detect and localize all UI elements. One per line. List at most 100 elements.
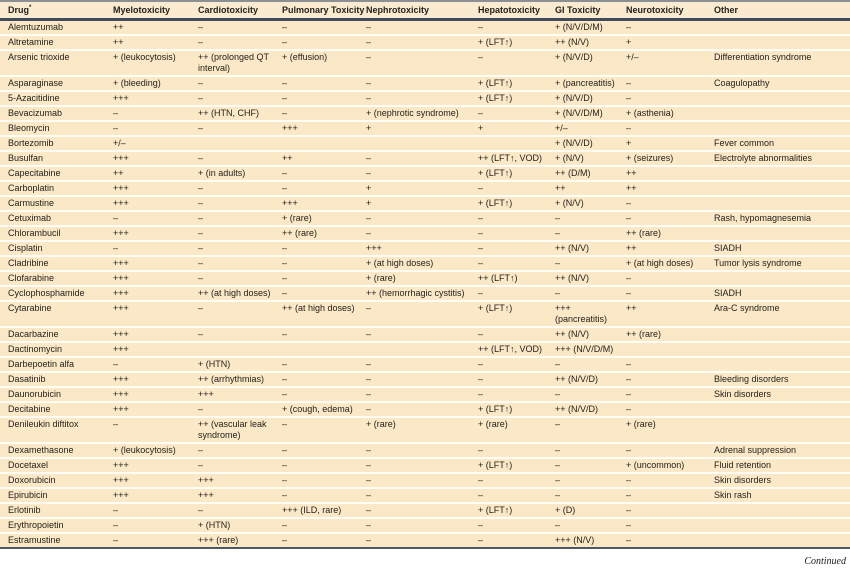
cell-hepatotoxicity: + (LFT↑) bbox=[478, 503, 555, 519]
cell-gi-toxicity: – bbox=[555, 417, 626, 444]
cell-hepatotoxicity: – bbox=[478, 357, 555, 373]
cell-neurotoxicity: – bbox=[626, 357, 714, 373]
cell-cardiotoxicity: – bbox=[198, 226, 282, 242]
cell-gi-toxicity: +/– bbox=[555, 121, 626, 137]
cell-other bbox=[714, 402, 850, 418]
cell-nephrotoxicity: – bbox=[366, 19, 478, 36]
cell-hepatotoxicity: ++ (LFT↑, VOD) bbox=[478, 151, 555, 167]
cell-myelotoxicity: +++ bbox=[113, 488, 198, 504]
cell-gi-toxicity: +++ (pancreatitis) bbox=[555, 301, 626, 328]
cell-gi-toxicity: – bbox=[555, 443, 626, 459]
cell-pulmonary-toxicity: – bbox=[282, 91, 366, 107]
cell-other: Fluid retention bbox=[714, 458, 850, 474]
cell-pulmonary-toxicity: +++ bbox=[282, 121, 366, 137]
cell-nephrotoxicity: – bbox=[366, 226, 478, 242]
cell-other bbox=[714, 417, 850, 444]
drug-footnote-marker: * bbox=[29, 5, 32, 11]
cell-hepatotoxicity: ++ (LFT↑, VOD) bbox=[478, 342, 555, 358]
cell-gi-toxicity: + (N/V/D) bbox=[555, 91, 626, 107]
cell-nephrotoxicity: – bbox=[366, 488, 478, 504]
cell-pulmonary-toxicity: – bbox=[282, 533, 366, 547]
cell-cardiotoxicity: +++ (rare) bbox=[198, 533, 282, 547]
cell-neurotoxicity: – bbox=[626, 76, 714, 92]
cell-gi-toxicity: + (N/V/D/M) bbox=[555, 106, 626, 122]
drug-name: Asparaginase bbox=[0, 76, 113, 92]
cell-myelotoxicity: + (bleeding) bbox=[113, 76, 198, 92]
table-row-dasatinib: Dasatinib +++ ++ (arrhythmias) – – – ++ (N/V/D… bbox=[0, 372, 850, 388]
cell-other bbox=[714, 226, 850, 242]
cell-gi-toxicity: – bbox=[555, 488, 626, 504]
table-row-doxorubicin: Doxorubicin +++ +++ – – – – – Skin disorders bbox=[0, 473, 850, 489]
cell-pulmonary-toxicity: – bbox=[282, 327, 366, 343]
cell-gi-toxicity: + (N/V) bbox=[555, 151, 626, 167]
cell-gi-toxicity: + (D) bbox=[555, 503, 626, 519]
cell-other: Coagulopathy bbox=[714, 76, 850, 92]
cell-nephrotoxicity: – bbox=[366, 473, 478, 489]
cell-myelotoxicity: + (leukocytosis) bbox=[113, 50, 198, 77]
cell-pulmonary-toxicity: – bbox=[282, 181, 366, 197]
cell-myelotoxicity: +++ bbox=[113, 151, 198, 167]
cell-nephrotoxicity: – bbox=[366, 166, 478, 182]
cell-neurotoxicity: – bbox=[626, 372, 714, 388]
cell-myelotoxicity: +++ bbox=[113, 181, 198, 197]
cell-neurotoxicity: ++ bbox=[626, 181, 714, 197]
cell-pulmonary-toxicity: – bbox=[282, 256, 366, 272]
cell-other bbox=[714, 327, 850, 343]
cell-hepatotoxicity: + (rare) bbox=[478, 417, 555, 444]
column-header-nephrotoxicity: Nephrotoxicity bbox=[366, 2, 478, 21]
cell-other bbox=[714, 518, 850, 534]
table-row-arsenic-trioxide: Arsenic trioxide + (leukocytosis) ++ (prol… bbox=[0, 50, 850, 77]
cell-cardiotoxicity: + (HTN) bbox=[198, 518, 282, 534]
cell-myelotoxicity: +++ bbox=[113, 387, 198, 403]
cell-cardiotoxicity: – bbox=[198, 241, 282, 257]
cell-cardiotoxicity: – bbox=[198, 503, 282, 519]
cell-pulmonary-toxicity: – bbox=[282, 241, 366, 257]
cell-gi-toxicity: + (pancreatitis) bbox=[555, 76, 626, 92]
cell-other bbox=[714, 19, 850, 36]
cell-nephrotoxicity: – bbox=[366, 518, 478, 534]
table-body: Alemtuzumab ++ – – – – + (N/V/D/M) – Altretamine… bbox=[0, 19, 850, 547]
drug-name: Doxorubicin bbox=[0, 473, 113, 489]
cell-other bbox=[714, 166, 850, 182]
cell-pulmonary-toxicity: – bbox=[282, 19, 366, 36]
drug-toxicity-table: Drug* Myelotoxicity Cardiotoxicity Pulmonar… bbox=[0, 2, 850, 547]
drug-name: Altretamine bbox=[0, 35, 113, 51]
cell-pulmonary-toxicity: + (effusion) bbox=[282, 50, 366, 77]
table-row-epirubicin: Epirubicin +++ +++ – – – – – Skin rash bbox=[0, 488, 850, 504]
column-header-drug: Drug* bbox=[0, 2, 113, 21]
table-row-dacarbazine: Dacarbazine +++ – – – – ++ (N/V) ++ (rare) bbox=[0, 327, 850, 343]
cell-other bbox=[714, 342, 850, 358]
table-header: Drug* Myelotoxicity Cardiotoxicity Pulmonar… bbox=[0, 2, 850, 21]
cell-myelotoxicity: +/– bbox=[113, 136, 198, 152]
cell-cardiotoxicity: – bbox=[198, 402, 282, 418]
table-row-cladribine: Cladribine +++ – – + (at high doses) – – + (at … bbox=[0, 256, 850, 272]
cell-myelotoxicity: ++ bbox=[113, 166, 198, 182]
drug-name: Alemtuzumab bbox=[0, 19, 113, 36]
cell-gi-toxicity: ++ (N/V/D) bbox=[555, 402, 626, 418]
cell-neurotoxicity: – bbox=[626, 533, 714, 547]
cell-other bbox=[714, 35, 850, 51]
cell-myelotoxicity: – bbox=[113, 211, 198, 227]
table-row-erlotinib: Erlotinib – – +++ (ILD, rare) – + (LFT↑) + (D)… bbox=[0, 503, 850, 519]
cell-neurotoxicity: – bbox=[626, 503, 714, 519]
cell-hepatotoxicity bbox=[478, 136, 555, 152]
drug-name: Cladribine bbox=[0, 256, 113, 272]
table-row-bleomycin: Bleomycin – – +++ + + +/– – bbox=[0, 121, 850, 137]
table-row-denileukin-diftitox: Denileukin diftitox – ++ (vascular leak sy… bbox=[0, 417, 850, 444]
drug-name: Decitabine bbox=[0, 402, 113, 418]
cell-neurotoxicity: – bbox=[626, 402, 714, 418]
cell-other: SIADH bbox=[714, 286, 850, 302]
cell-cardiotoxicity: – bbox=[198, 327, 282, 343]
cell-hepatotoxicity: – bbox=[478, 443, 555, 459]
cell-pulmonary-toxicity: – bbox=[282, 76, 366, 92]
cell-nephrotoxicity: + bbox=[366, 121, 478, 137]
cell-other: Skin disorders bbox=[714, 473, 850, 489]
cell-hepatotoxicity: – bbox=[478, 106, 555, 122]
cell-hepatotoxicity: – bbox=[478, 181, 555, 197]
drug-name: Dasatinib bbox=[0, 372, 113, 388]
cell-nephrotoxicity: – bbox=[366, 301, 478, 328]
cell-myelotoxicity: – bbox=[113, 357, 198, 373]
cell-neurotoxicity bbox=[626, 342, 714, 358]
column-header-pulmonary-toxicity: Pulmonary Toxicity bbox=[282, 2, 366, 21]
cell-hepatotoxicity: – bbox=[478, 473, 555, 489]
